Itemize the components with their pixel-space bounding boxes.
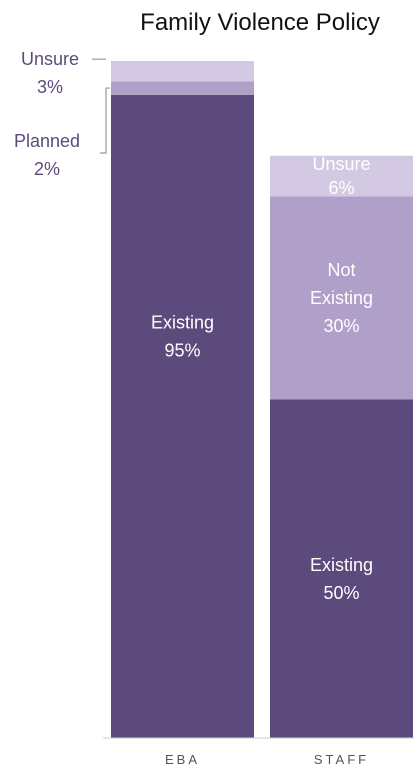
bar-staff-unsure [270, 155, 413, 197]
bar-eba-existing [111, 94, 254, 739]
callout-label-eba-unsure: Unsure 3% [21, 49, 79, 97]
chart-title: Family Violence Policy [140, 9, 380, 36]
callout-line-eba-planned [100, 87, 110, 154]
x-tick-label-staff: STAFF [314, 752, 369, 767]
callout-label-eba-planned: Planned 2% [14, 131, 80, 179]
x-tick-label-eba: EBA [165, 752, 200, 767]
plot-area: Existing 95% Existing 50% Not Existing 30% Unsu… [14, 49, 414, 767]
data-label-staff-existing: Existing 50% [310, 555, 373, 603]
data-label-eba-existing: Existing 95% [151, 312, 214, 360]
data-label-staff-unsure: Unsure 6% [312, 154, 370, 198]
bar-eba-unsure [111, 61, 254, 82]
bar-staff-not-existing [270, 196, 413, 400]
bar-staff-existing [270, 399, 413, 738]
data-label-staff-not-existing: Not Existing 30% [310, 260, 373, 336]
bar-eba-planned [111, 81, 254, 95]
